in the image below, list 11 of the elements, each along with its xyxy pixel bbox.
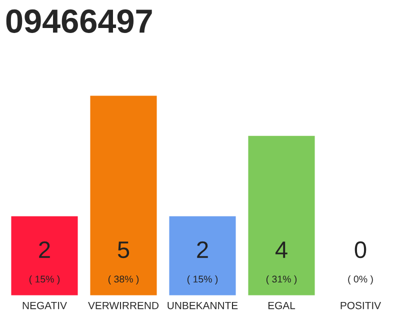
data-label: 4 ( 31% ) [266,242,297,284]
data-label: 2 ( 15% ) [187,241,218,284]
x-tick-label: UNBEKANNTE [168,302,238,310]
data-label: 0 ( 0% ) [348,241,373,284]
x-tick-label: EGAL [268,302,296,310]
chart-title: 09466497 [6,9,152,33]
data-label: 2 ( 15% ) [29,241,60,284]
x-tick-label: VERWIRREND [88,302,158,310]
x-tick-label: NEGATIV [22,302,67,310]
data-label: 5 ( 38% ) [108,242,139,284]
x-tick-label: POSITIV [340,302,382,310]
